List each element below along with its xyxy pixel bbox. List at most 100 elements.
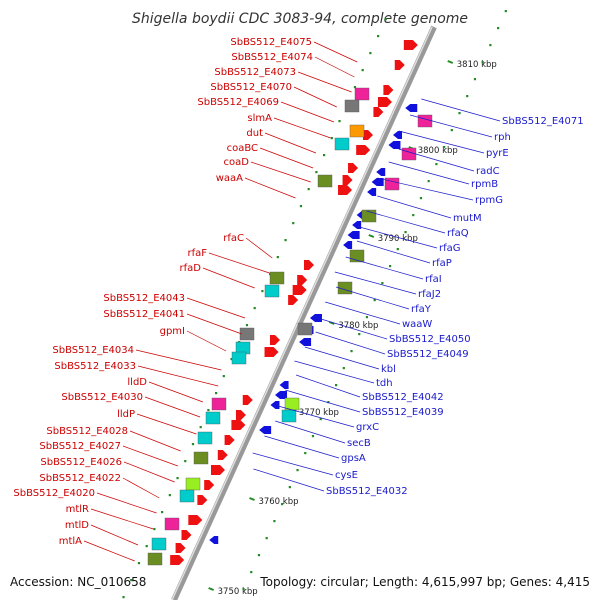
kbp-tick — [328, 321, 335, 325]
forward-gene-arrow — [217, 450, 228, 460]
gene-label-right: SbBS512_E4049 — [387, 349, 469, 360]
scale-dot — [261, 290, 264, 293]
gene-label-right: SbBS512_E4032 — [326, 486, 408, 497]
gene-label-left: SbBS512_E4020 — [13, 488, 95, 499]
scale-dot — [257, 554, 261, 557]
reverse-gene-arrow — [299, 338, 312, 346]
scale-dot — [435, 163, 438, 166]
gene-label-right: radC — [476, 166, 500, 177]
scale-dot — [230, 358, 233, 361]
gene-label-right: waaW — [402, 319, 432, 330]
cog-box — [193, 451, 209, 465]
scale-dot — [168, 494, 171, 497]
forward-gene-arrow — [304, 260, 315, 270]
scale-dot — [153, 528, 156, 531]
leader-line-right — [388, 161, 470, 185]
forward-gene-arrow — [231, 420, 246, 430]
forward-gene-arrow — [362, 130, 373, 140]
map-title: Shigella boydii CDC 3083-94, complete ge… — [132, 11, 468, 27]
kbp-label: 3780 kbp — [338, 321, 378, 331]
reverse-gene-arrow — [275, 391, 288, 399]
scale-dot — [215, 392, 218, 395]
leader-line-left — [96, 492, 157, 514]
scale-dot — [466, 95, 469, 98]
reverse-gene-arrow — [343, 241, 353, 249]
cog-box — [231, 351, 247, 365]
kbp-label: 3800 kbp — [418, 146, 458, 156]
leader-line-right — [275, 420, 346, 444]
reverse-gene-arrow — [392, 131, 402, 139]
leader-line-right — [377, 177, 474, 201]
kbp-tick — [368, 234, 375, 238]
cog-box — [269, 271, 285, 285]
gene-label-right: rfaY — [411, 304, 432, 315]
scale-dot — [365, 316, 369, 319]
cog-box — [147, 552, 163, 566]
gene-label-left: SbBS512_E4034 — [52, 345, 134, 356]
scale-dot — [122, 596, 125, 599]
leader-line-left — [313, 41, 358, 63]
leader-line-right — [274, 404, 355, 428]
scale-dot — [276, 256, 279, 259]
leader-line-left — [137, 365, 219, 387]
leader-line-right — [409, 114, 493, 138]
gene-labels: SbBS512_E4075 SbBS512_E4074 SbBS512_E4073 S… — [13, 37, 583, 547]
gene-label-right: pyrE — [486, 148, 509, 159]
cog-box — [334, 137, 350, 151]
scale-dot — [184, 460, 187, 463]
scale-dot — [412, 214, 415, 217]
gene-label-left: dut — [246, 128, 263, 139]
gene-label-left: mtlR — [66, 504, 89, 515]
scale-dot — [404, 231, 407, 234]
forward-gene-arrow — [356, 145, 371, 155]
label-leaders — [83, 41, 501, 562]
scale-dot — [273, 520, 276, 523]
gene-label-left: SbBS512_E4027 — [39, 441, 121, 452]
scale-dot — [304, 452, 307, 455]
leader-line-left — [293, 86, 337, 108]
forward-gene-arrow — [224, 435, 235, 445]
gene-label-right: rpmG — [475, 195, 503, 206]
gene-label-right: SbBS512_E4071 — [502, 116, 584, 127]
cog-box — [211, 397, 227, 411]
leader-line-left — [122, 445, 178, 467]
scale-dot — [253, 307, 256, 310]
gene-label-left: SbBS512_E4022 — [39, 473, 121, 484]
gene-label-right: kbl — [381, 364, 396, 375]
kbp-label: 3760 kbp — [258, 497, 298, 507]
leader-line-left — [122, 477, 160, 499]
scale-dot — [145, 545, 148, 548]
scale-dot — [384, 18, 387, 21]
reverse-gene-arrow — [371, 178, 384, 186]
leader-line-left — [202, 267, 255, 289]
scale-dot — [281, 503, 284, 506]
gene-label-right: rfaQ — [447, 228, 469, 239]
gene-label-left: rfaF — [187, 248, 207, 259]
kbp-tick — [249, 497, 255, 501]
cog-box — [239, 327, 255, 341]
forward-gene-arrow — [204, 480, 215, 490]
leader-line-right — [253, 468, 325, 492]
leader-line-right — [355, 225, 438, 249]
scale-dot — [342, 367, 345, 370]
kbp-tick — [208, 587, 215, 591]
gene-label-right: rfaP — [432, 258, 452, 269]
scale-dot — [497, 27, 500, 30]
scale-dot — [350, 350, 353, 353]
cog-box — [164, 517, 180, 531]
scale-dot — [369, 52, 372, 55]
forward-gene-arrow — [383, 85, 394, 95]
scale-dot — [361, 69, 364, 72]
gene-label-left: lldP — [117, 409, 135, 420]
reverse-gene-arrow — [376, 168, 386, 176]
gene-label-right: mutM — [453, 213, 482, 224]
forward-gene-arrow — [269, 335, 280, 345]
leader-line-right — [295, 374, 361, 398]
scale-dot — [443, 146, 446, 149]
reverse-gene-arrow — [367, 188, 377, 196]
gene-label-left: SbBS512_E4033 — [54, 361, 136, 372]
leader-line-right — [325, 301, 401, 325]
scale-dot — [299, 205, 303, 208]
leader-line-right — [264, 435, 340, 459]
